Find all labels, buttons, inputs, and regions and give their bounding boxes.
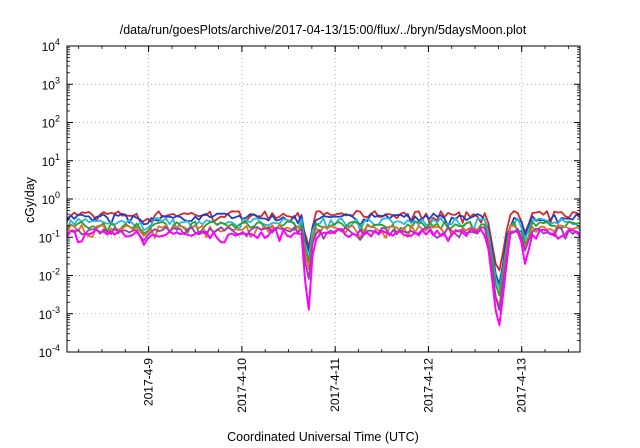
y-tick-label: 100 (42, 190, 60, 207)
chart-title: /data/run/goesPlots/archive/2017-04-13/1… (120, 23, 527, 37)
series-line (66, 228, 581, 326)
x-tick-label: 2017-4-13 (515, 358, 529, 413)
x-tick-label: 2017-4-11 (328, 358, 342, 412)
y-tick-label: 102 (42, 114, 60, 131)
y-tick-label: 10-2 (39, 267, 60, 284)
x-axis-label: Coordinated Universal Time (UTC) (227, 430, 419, 444)
x-tick-label: 2017-4-12 (421, 358, 435, 413)
y-tick-label: 10-4 (39, 343, 60, 360)
y-axis: 10-4 10-3 10-2 10-1 100 101 102 103 104 (39, 37, 580, 360)
y-tick-label: 104 (42, 37, 60, 54)
y-tick-label: 10-3 (39, 305, 60, 322)
y-tick-label: 10-1 (39, 228, 60, 245)
series-lines (66, 210, 581, 326)
y-axis-label: cGy/day (23, 176, 37, 223)
x-tick-label: 2017-4-9 (142, 358, 156, 406)
grid (67, 46, 580, 352)
x-axis: 2017-4-9 2017-4-10 2017-4-11 2017-4-12 2017-… (78, 46, 569, 413)
x-tick-label: 2017-4-10 (235, 358, 249, 413)
y-tick-label: 103 (42, 75, 60, 92)
y-tick-label: 101 (42, 152, 60, 169)
series-line (66, 226, 581, 312)
series-line (66, 210, 581, 272)
